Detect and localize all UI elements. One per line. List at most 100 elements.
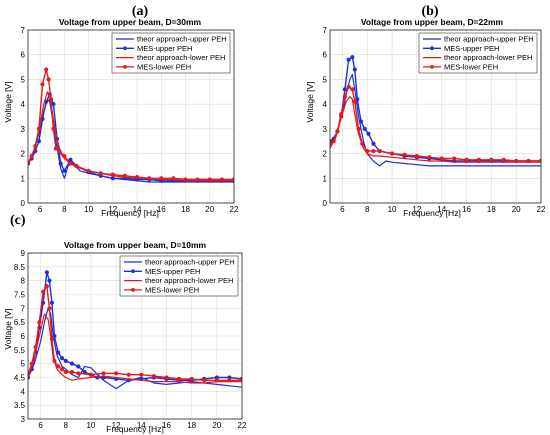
- data-point: [46, 77, 51, 82]
- x-tick-label: 18: [487, 205, 496, 214]
- data-point: [69, 369, 75, 375]
- data-point: [122, 173, 128, 178]
- data-point: [52, 333, 57, 339]
- x-tick-label: 10: [388, 205, 397, 214]
- data-point: [47, 278, 52, 283]
- x-tick-label: 14: [437, 205, 446, 214]
- data-point: [377, 149, 382, 154]
- data-point: [51, 126, 56, 131]
- data-point: [159, 176, 164, 181]
- data-point: [36, 139, 42, 144]
- data-point: [371, 141, 376, 146]
- x-axis-label-a: Frequency [Hz]: [101, 208, 159, 218]
- data-point: [63, 369, 68, 375]
- data-point: [352, 99, 357, 104]
- data-point: [350, 55, 355, 60]
- data-point: [452, 156, 457, 161]
- data-point: [464, 157, 469, 162]
- y-tick-label: 7.5: [14, 291, 26, 300]
- data-point: [360, 141, 365, 146]
- y-tick-label: 2: [323, 150, 328, 159]
- legend-marker: [123, 46, 127, 51]
- series-group: [330, 55, 541, 167]
- x-tick-label: 16: [157, 205, 166, 214]
- x-tick-label: 22: [230, 205, 239, 214]
- data-point: [33, 344, 38, 350]
- y-tick-label: 4: [21, 387, 26, 396]
- data-point: [231, 177, 234, 182]
- data-point: [139, 372, 144, 377]
- plot-area-c: 6 8 10 12 14 16 18 20 22 3 3.5 4 4.5 5 5.5 6 6.5 7 7.5 8 8.5…: [14, 249, 247, 430]
- x-axis-label-b: Frequency [Hz]: [403, 208, 461, 218]
- chart-panel-a: (a) Voltage from upper beam, D=30mm 6 8 10…: [3, 4, 239, 218]
- data-point: [207, 177, 212, 182]
- data-point: [147, 176, 152, 181]
- legend-label: theor approach-lower PEH: [444, 53, 532, 62]
- data-point: [88, 372, 94, 377]
- data-point: [189, 376, 194, 381]
- data-point: [476, 157, 482, 162]
- data-point: [126, 372, 131, 377]
- data-point: [44, 270, 49, 275]
- data-point: [134, 174, 140, 180]
- y-tick-label: 3: [323, 125, 328, 134]
- data-point: [53, 146, 58, 151]
- y-tick-label: 5.5: [14, 346, 26, 355]
- legend-label: MES-upper PEH: [137, 44, 192, 53]
- y-tick-label: 6: [21, 332, 26, 341]
- legend-label: theor approach-lower PEH: [145, 276, 233, 285]
- data-point: [52, 358, 57, 363]
- data-point: [48, 97, 54, 102]
- y-tick-label: 1: [323, 174, 328, 183]
- y-tick-label: 4: [21, 100, 26, 109]
- data-point: [76, 371, 81, 376]
- data-point: [342, 94, 347, 99]
- data-point: [41, 289, 46, 294]
- y-tick-label: 7: [323, 26, 328, 35]
- data-point: [346, 57, 351, 62]
- data-point: [346, 84, 351, 89]
- series-line-theor-lower: [28, 313, 242, 384]
- y-tick-label: 0: [21, 199, 26, 208]
- legend-marker: [131, 288, 135, 292]
- panel-letter-c: (c): [10, 213, 26, 228]
- data-point: [514, 158, 519, 164]
- data-point: [56, 350, 61, 355]
- x-tick-label: 8: [365, 205, 370, 214]
- axes-frame: [329, 29, 542, 204]
- data-point: [526, 158, 531, 164]
- panel-letter-b: (b): [421, 4, 438, 19]
- y-tick-label: 4: [323, 100, 328, 109]
- data-point: [239, 378, 242, 383]
- data-point: [44, 284, 49, 289]
- data-point: [68, 161, 73, 166]
- legend-marker: [430, 46, 434, 51]
- data-point: [342, 87, 347, 92]
- legend-label: theor approach-lower PEH: [137, 53, 225, 62]
- data-point: [57, 149, 62, 154]
- data-point: [427, 155, 432, 160]
- data-point: [37, 320, 42, 325]
- x-tick-label: 12: [412, 205, 421, 214]
- data-point: [335, 129, 340, 134]
- data-point: [36, 126, 42, 131]
- x-tick-label: 20: [212, 421, 221, 430]
- series-group: [28, 67, 234, 183]
- x-tick-label: 22: [238, 421, 247, 430]
- data-point: [356, 126, 361, 131]
- data-point: [110, 172, 115, 177]
- data-point: [227, 378, 232, 383]
- x-tick-label: 8: [62, 205, 67, 214]
- data-point: [47, 306, 52, 311]
- data-point: [110, 176, 115, 181]
- data-point: [171, 176, 176, 181]
- data-point: [74, 163, 79, 169]
- data-point: [366, 131, 371, 136]
- data-point: [49, 336, 55, 341]
- legend-label: MES-upper PEH: [145, 267, 200, 276]
- legend-marker: [430, 65, 434, 69]
- data-point: [29, 361, 34, 366]
- x-tick-label: 10: [86, 421, 95, 430]
